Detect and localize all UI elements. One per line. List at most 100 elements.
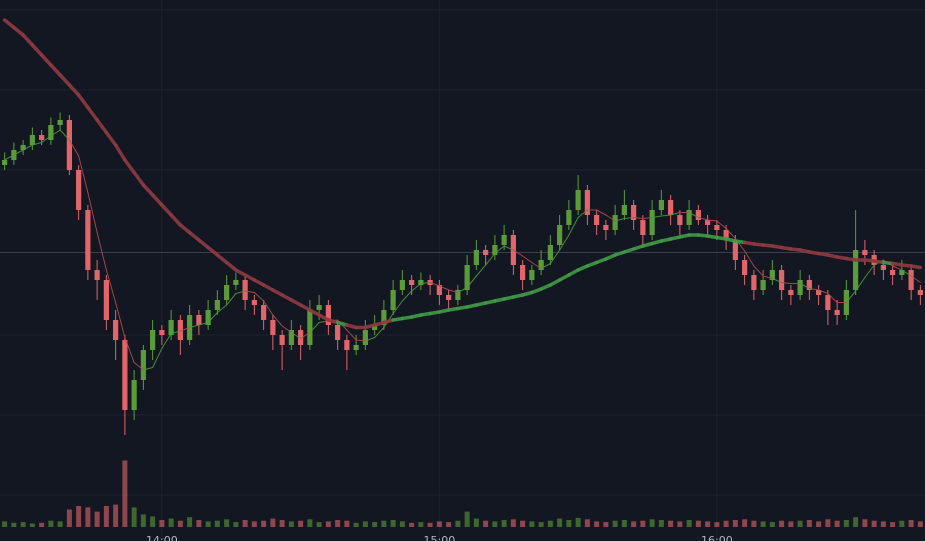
moving-average xyxy=(707,219,718,222)
candle-body xyxy=(251,300,257,305)
moving-average xyxy=(448,289,459,293)
volume-bar xyxy=(76,506,82,527)
moving-average xyxy=(298,303,312,312)
moving-average xyxy=(346,329,357,341)
candle-body xyxy=(612,215,618,230)
volume-bar xyxy=(399,521,405,527)
moving-average xyxy=(179,327,191,332)
moving-average xyxy=(2,18,16,30)
candle-body xyxy=(159,330,165,335)
volume-bar xyxy=(732,520,738,527)
candle-body xyxy=(335,325,341,340)
candle-body xyxy=(908,270,914,290)
moving-average xyxy=(253,292,265,302)
moving-average xyxy=(161,333,172,349)
moving-average xyxy=(494,245,505,254)
moving-average xyxy=(224,260,238,272)
moving-average xyxy=(87,192,98,233)
moving-average xyxy=(614,218,625,222)
moving-average xyxy=(577,209,588,218)
moving-average xyxy=(21,33,35,47)
candle-body xyxy=(316,305,322,310)
candle-body xyxy=(538,260,544,270)
moving-average xyxy=(457,287,468,293)
volume-bar xyxy=(140,514,146,527)
candle-body xyxy=(455,290,461,300)
candle-body xyxy=(575,190,581,210)
candle-body xyxy=(113,320,119,340)
moving-average xyxy=(364,337,376,342)
volume-bar xyxy=(917,521,923,527)
moving-average xyxy=(864,264,875,278)
volume-bar xyxy=(187,517,193,527)
volume-bar xyxy=(816,521,822,527)
candle-body xyxy=(261,305,267,320)
volume-bar xyxy=(122,460,128,527)
volume-bar xyxy=(668,520,674,527)
moving-average xyxy=(96,232,107,271)
moving-average xyxy=(317,313,331,322)
volume-bar xyxy=(159,520,165,527)
moving-average xyxy=(522,255,533,263)
volume-bar xyxy=(48,520,54,527)
moving-average xyxy=(568,217,579,236)
candle-body xyxy=(372,325,378,330)
moving-average xyxy=(355,339,366,342)
candle-body xyxy=(853,250,859,290)
candle-body xyxy=(418,280,424,285)
moving-average xyxy=(771,278,783,283)
moving-average xyxy=(290,332,302,339)
candle-body xyxy=(492,245,498,255)
volume-bar xyxy=(751,520,757,527)
moving-average xyxy=(827,293,838,303)
moving-average xyxy=(725,228,736,239)
moving-average xyxy=(485,253,496,266)
candle-body xyxy=(39,135,45,140)
volume-bar xyxy=(57,521,63,527)
candle-body xyxy=(122,340,128,410)
moving-average xyxy=(901,269,912,277)
moving-average xyxy=(623,217,635,219)
volume-bar xyxy=(714,522,720,527)
volume-bar xyxy=(103,506,109,527)
moving-average xyxy=(280,293,294,302)
candle-body xyxy=(649,210,655,235)
volume-bar xyxy=(409,522,415,527)
volume-bar xyxy=(501,520,507,527)
moving-average xyxy=(78,155,89,193)
volume-bar xyxy=(325,521,331,527)
moving-average xyxy=(374,327,385,338)
volume-bar xyxy=(834,520,840,527)
moving-average xyxy=(300,332,311,339)
volume-bar xyxy=(196,520,202,527)
moving-average xyxy=(22,144,33,151)
moving-average xyxy=(633,217,644,219)
moving-average xyxy=(197,238,210,250)
moving-average xyxy=(548,278,562,287)
moving-average xyxy=(215,253,229,265)
volume-bar xyxy=(483,520,489,527)
candle-body xyxy=(140,350,146,380)
moving-average xyxy=(318,320,329,323)
candle-body xyxy=(557,225,563,245)
volume-bar xyxy=(853,517,859,527)
volume-bar xyxy=(473,518,479,527)
moving-average xyxy=(660,214,672,217)
moving-average xyxy=(289,298,303,307)
candle-body xyxy=(270,320,276,335)
candle-body xyxy=(779,270,785,290)
volume-bar xyxy=(797,520,803,527)
moving-average xyxy=(909,264,923,270)
volume-bar xyxy=(335,520,341,527)
candle-body xyxy=(769,270,775,280)
volume-bar xyxy=(880,521,886,527)
volume-bar xyxy=(362,521,368,527)
volume-bar xyxy=(288,521,294,527)
volume-bar xyxy=(242,520,248,527)
volume-bar xyxy=(381,520,387,527)
volume-bar xyxy=(631,521,637,527)
candle-body xyxy=(29,135,35,145)
